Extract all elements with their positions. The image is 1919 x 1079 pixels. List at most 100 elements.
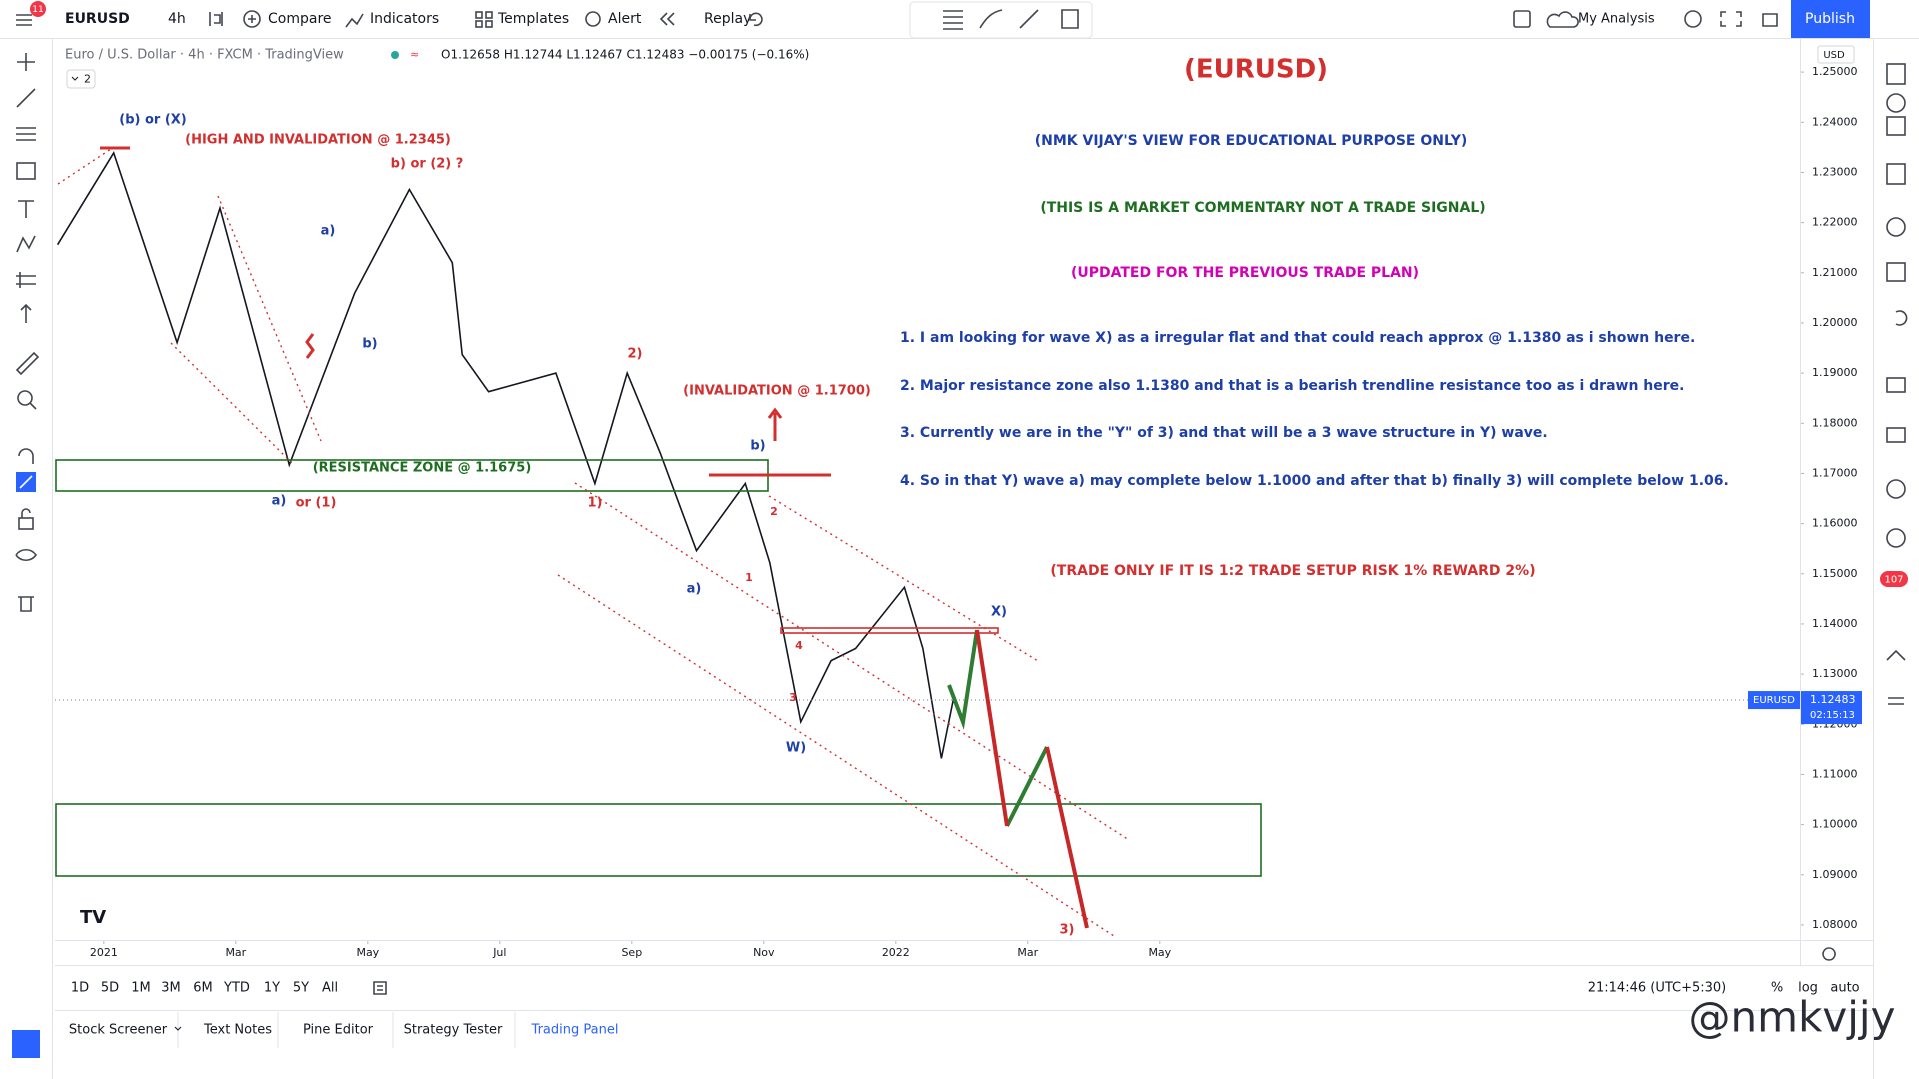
publish-button[interactable]	[1791, 0, 1870, 38]
symbol[interactable]: EURUSD	[65, 11, 130, 27]
layout-name[interactable]: My Analysis	[1578, 12, 1655, 27]
disclaimer: (NMK VIJAY'S VIEW FOR EDUCATIONAL PURPOS…	[1035, 133, 1468, 149]
x-tick-label: Nov	[753, 946, 775, 959]
badge: 11	[32, 5, 43, 15]
plan-note: 3. Currently we are in the "Y" of 3) and…	[900, 425, 1548, 441]
symbol-tag	[1748, 691, 1800, 710]
chart-title: (EURUSD)	[1184, 55, 1328, 85]
y-tick-label: 1.19000	[1812, 366, 1858, 379]
collapse-count: 2	[84, 73, 91, 86]
wave-label: 4	[795, 639, 803, 652]
replay[interactable]: Replay	[704, 11, 751, 27]
y-tick-label: 1.23000	[1812, 165, 1858, 178]
menu-button[interactable]: 11	[16, 1, 46, 26]
price-tag-label: 1.12483	[1810, 693, 1856, 706]
y-tick-label: 1.15000	[1812, 567, 1858, 580]
wave-label: 2)	[628, 347, 643, 362]
drawings	[55, 146, 1262, 937]
wave-label: a)	[687, 582, 702, 597]
tv-logo: TV	[80, 907, 106, 928]
range-button[interactable]: 1D	[71, 981, 89, 996]
zone-label: (RESISTANCE ZONE @ 1.1675)	[313, 461, 532, 476]
collapse-button[interactable]	[66, 69, 96, 89]
percent-toggle[interactable]: %	[1771, 981, 1783, 996]
panel-tab[interactable]: Text Notes	[203, 1023, 272, 1038]
wave-label: W)	[786, 741, 806, 756]
x-tick-label: 2022	[882, 946, 910, 959]
panel-tab[interactable]: Strategy Tester	[404, 1023, 503, 1038]
plan-note: 1. I am looking for wave X) as a irregul…	[900, 330, 1695, 346]
tool-icons[interactable]	[15, 53, 40, 612]
y-tick-label: 1.18000	[1812, 416, 1858, 429]
x-tick-label: May	[1148, 946, 1171, 959]
wave-label: a)	[321, 224, 336, 239]
plan-note: 4. So in that Y) wave a) may complete be…	[900, 473, 1729, 489]
wave-label: or (1)	[296, 496, 337, 511]
x-tick-label: Mar	[1017, 946, 1038, 959]
symbol-tag-label: EURUSD	[1753, 695, 1795, 706]
wave-label: 3)	[1060, 923, 1075, 938]
axis-settings[interactable]	[1822, 947, 1836, 961]
wave-label: b) or (2) ?	[391, 157, 464, 172]
y-tick-label: 1.14000	[1812, 617, 1858, 630]
log-toggle[interactable]: log	[1798, 981, 1818, 996]
wave-label: (HIGH AND INVALIDATION @ 1.2345)	[185, 133, 451, 148]
account-icon[interactable]	[12, 1030, 40, 1058]
y-tick-label: 1.21000	[1812, 266, 1858, 279]
x-tick-label: May	[356, 946, 379, 959]
range-button[interactable]: 6M	[193, 981, 213, 996]
range-button[interactable]: All	[322, 981, 338, 996]
panel-tab[interactable]: Stock Screener	[69, 1023, 168, 1038]
auto-toggle[interactable]: auto	[1830, 981, 1859, 996]
wave-label: (b) or (X)	[119, 113, 187, 128]
y-tick-label: 1.13000	[1812, 667, 1858, 680]
panel-tab[interactable]: Pine Editor	[303, 1023, 374, 1038]
y-tick-label: 1.20000	[1812, 316, 1858, 329]
range-button[interactable]: 5Y	[293, 981, 309, 996]
range-button[interactable]: 5D	[101, 981, 119, 996]
price-line	[56, 151, 954, 759]
currency-button[interactable]	[1817, 45, 1855, 64]
range-button[interactable]: 1M	[131, 981, 151, 996]
ohlc: O1.12658 H1.12744 L1.12467 C1.12483 −0.0…	[441, 48, 809, 62]
panel-tab[interactable]: Trading Panel	[531, 1023, 619, 1038]
y-tick-label: 1.22000	[1812, 216, 1858, 229]
interval[interactable]: 4h	[168, 11, 186, 27]
alert[interactable]: Alert	[608, 11, 642, 27]
wave-label: b)	[362, 337, 377, 352]
clock: 21:14:46 (UTC+5:30)	[1588, 981, 1727, 996]
chart-type[interactable]	[209, 12, 223, 26]
plan-note: 2. Major resistance zone also 1.1380 and…	[900, 378, 1684, 394]
wave-label: 1)	[588, 496, 603, 511]
left-toolbar	[0, 39, 52, 1079]
wave-label: a)	[272, 494, 287, 509]
indicators[interactable]: Indicators	[370, 11, 439, 27]
chart: 1.080001.090001.100001.110001.120001.130…	[55, 65, 1862, 959]
x-tick-label: Sep	[621, 946, 642, 959]
wave-label: 3	[789, 691, 797, 704]
y-tick-label: 1.10000	[1812, 818, 1858, 831]
alerts-badge: 107	[1884, 575, 1903, 586]
range-bar: 1D 5D 1M 3M 6M YTD 1Y 5Y All	[71, 981, 338, 996]
compare[interactable]: Compare	[268, 11, 332, 27]
range-button[interactable]: 1Y	[264, 981, 280, 996]
y-tick-label: 1.09000	[1812, 868, 1858, 881]
wave-label: 2	[770, 505, 778, 518]
y-tick-label: 1.24000	[1812, 115, 1858, 128]
drawing-toolbar	[909, 1, 1093, 39]
templates[interactable]: Templates	[497, 11, 569, 27]
wave-label: b)	[750, 439, 765, 454]
watermark: @nmkvjjy	[1689, 993, 1896, 1042]
compare-icon	[243, 10, 261, 28]
wave-label: (INVALIDATION @ 1.1700)	[683, 384, 871, 399]
right-sidebar-icons[interactable]	[1886, 63, 1908, 705]
range-button[interactable]: 3M	[161, 981, 181, 996]
currency: USD	[1823, 50, 1845, 61]
countdown: 02:15:13	[1810, 710, 1855, 721]
range-button[interactable]: YTD	[223, 981, 250, 996]
x-tick-label: 2021	[90, 946, 118, 959]
wave-label: X)	[991, 605, 1007, 620]
y-tick-label: 1.11000	[1812, 767, 1858, 780]
